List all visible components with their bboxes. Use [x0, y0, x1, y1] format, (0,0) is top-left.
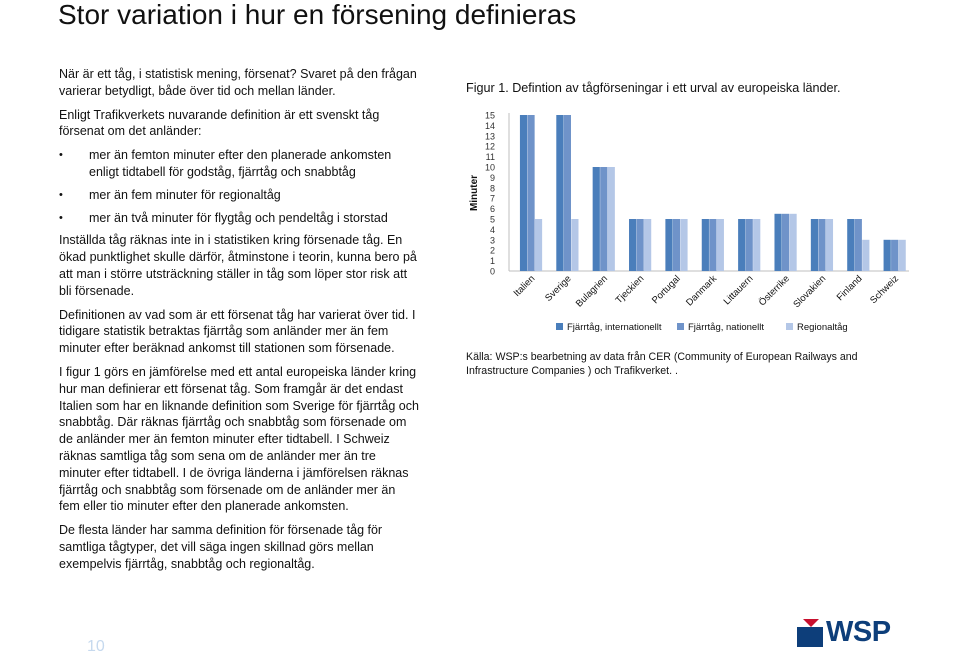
bar-intl — [883, 239, 891, 271]
bar-regional — [862, 239, 870, 271]
bar-natl — [527, 115, 535, 271]
bar-regional — [607, 167, 615, 271]
x-category-label: Bulagrien — [574, 273, 610, 309]
x-category-label: Italien — [512, 273, 538, 299]
paragraph-comparison: I figur 1 görs en jämförelse med ett ant… — [59, 364, 419, 514]
y-tick-label: 2 — [490, 246, 495, 256]
bar-regional — [534, 219, 543, 271]
bar-natl — [600, 167, 608, 271]
bar-regional — [644, 219, 652, 271]
x-category-label: Slovakien — [791, 273, 828, 310]
bar-intl — [847, 219, 855, 271]
bar-intl — [774, 213, 782, 271]
bar-intl — [738, 219, 746, 271]
y-tick-label: 5 — [490, 215, 495, 225]
y-tick-label: 4 — [490, 225, 495, 235]
y-tick-label: 3 — [490, 235, 495, 245]
list-item: mer än två minuter för flygtåg och pende… — [59, 210, 419, 227]
figure-caption: Figur 1. Defintion av tågförseningar i e… — [466, 81, 841, 95]
bar-regional — [898, 239, 906, 271]
legend-swatch — [677, 323, 684, 330]
y-tick-label: 1 — [490, 256, 495, 266]
body-text-column: När är ett tåg, i statistisk mening, för… — [59, 66, 419, 580]
y-tick-label: 6 — [490, 204, 495, 214]
legend-swatch — [556, 323, 563, 330]
y-tick-label: 8 — [490, 183, 495, 193]
bar-intl — [519, 115, 528, 271]
bar-natl — [818, 219, 826, 271]
legend-label: Fjärrtåg, internationellt — [567, 322, 662, 333]
wsp-logo-mark — [797, 619, 823, 647]
bar-natl — [854, 219, 862, 271]
bar-regional — [571, 219, 579, 271]
x-category-label: Sverige — [543, 273, 574, 304]
paragraph-history: Definitionen av vad som är ett försenat … — [59, 307, 416, 356]
page-title: Stor variation i hur en försening defini… — [58, 0, 577, 30]
y-tick-label: 9 — [490, 173, 495, 183]
page-number: 10 — [87, 638, 105, 655]
bar-intl — [665, 219, 673, 271]
paragraph-conclusion: De flesta länder har samma definition fö… — [59, 523, 383, 571]
definition-list: mer än femton minuter efter den planerad… — [59, 147, 419, 226]
bar-regional — [789, 213, 797, 271]
x-category-label: Schweiz — [868, 273, 901, 306]
logo-red-triangle — [803, 619, 819, 627]
y-tick-label: 14 — [485, 121, 495, 131]
legend-label: Fjärrtåg, nationellt — [688, 322, 764, 333]
bar-natl — [709, 219, 717, 271]
bar-intl — [629, 219, 637, 271]
y-tick-label: 13 — [485, 131, 495, 141]
x-category-label: Österrike — [757, 273, 792, 308]
y-tick-label: 15 — [485, 111, 495, 121]
y-tick-label: 11 — [486, 152, 495, 162]
list-item: mer än fem minuter för regionaltåg — [59, 187, 419, 204]
paragraph-definition: Enligt Trafikverkets nuvarande definitio… — [59, 107, 380, 139]
y-tick-label: 0 — [490, 267, 495, 277]
bar-natl — [636, 219, 644, 271]
logo-text: WSP — [826, 616, 891, 648]
bar-intl — [701, 219, 709, 271]
bar-natl — [781, 213, 790, 271]
bar-natl — [891, 239, 899, 271]
delay-definition-chart: Minuter 0 1 2 3 4 5 6 7 8 9 10 11 12 13 14 15 Italien Sver… — [463, 98, 923, 340]
legend-label: Regionaltåg — [797, 322, 848, 333]
legend-swatch — [786, 323, 793, 330]
y-tick-label: 12 — [485, 142, 495, 152]
bar-intl — [556, 115, 564, 271]
y-tick-label: 10 — [485, 163, 495, 173]
bar-regional — [825, 219, 834, 271]
figure-source: Källa: WSP:s bearbetning av data från CE… — [466, 351, 858, 377]
paragraph-intro: När är ett tåg, i statistisk mening, för… — [59, 67, 417, 98]
bar-regional — [680, 219, 688, 271]
y-axis-title: Minuter — [469, 175, 480, 211]
bar-natl — [672, 219, 681, 271]
bar-natl — [563, 115, 571, 271]
x-category-label: Danmark — [684, 273, 719, 308]
x-category-label: Finland — [835, 273, 865, 303]
bar-natl — [745, 219, 753, 271]
paragraph-cancelled-trains: Inställda tåg räknas inte in i statistik… — [59, 233, 417, 298]
wsp-logo: WSP — [793, 613, 891, 651]
x-category-label: Tjeckien — [614, 273, 647, 306]
x-category-label: Portugal — [650, 273, 683, 306]
bar-intl — [592, 167, 600, 271]
y-tick-label: 7 — [490, 194, 495, 204]
bar-intl — [810, 219, 819, 271]
bar-regional — [753, 219, 761, 271]
x-category-label: Littauern — [722, 273, 756, 307]
list-item: mer än femton minuter efter den planerad… — [59, 147, 419, 181]
logo-blue-block — [797, 627, 823, 647]
bar-regional — [716, 219, 724, 271]
